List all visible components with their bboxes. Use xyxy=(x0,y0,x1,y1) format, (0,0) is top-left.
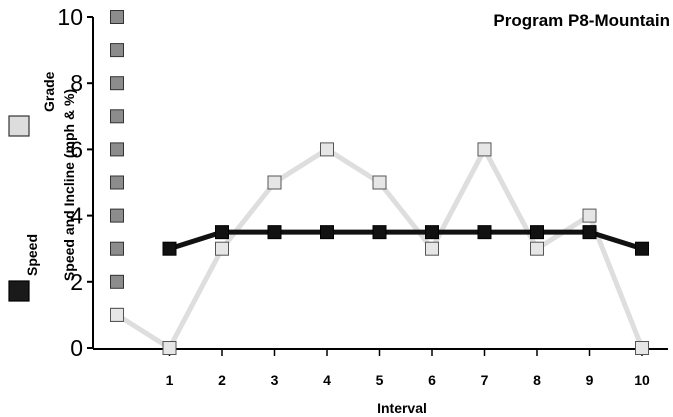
scale-marker xyxy=(110,10,124,24)
y-ticks: 0 2 4 6 8 10 xyxy=(57,4,93,361)
legend-label-grade: Grade xyxy=(41,71,57,112)
x-tick-label: 8 xyxy=(533,372,541,388)
x-axis-title: Interval xyxy=(377,400,427,416)
x-tick-label: 4 xyxy=(323,372,331,388)
data-point-grade xyxy=(320,142,334,157)
x-tick-label: 1 xyxy=(166,372,174,388)
scale-marker xyxy=(110,109,124,124)
data-point-speed xyxy=(267,225,282,240)
scale-marker xyxy=(110,142,124,157)
data-point-grade xyxy=(215,241,229,256)
axes xyxy=(92,17,668,350)
data-point-grade xyxy=(477,142,492,157)
data-point-grade xyxy=(372,175,387,190)
data-point-grade xyxy=(530,241,544,256)
x-tick-label: 2 xyxy=(218,372,226,388)
x-tick-label: 9 xyxy=(586,372,594,388)
scale-markers xyxy=(110,10,124,322)
data-point-speed xyxy=(582,225,597,240)
legend-label-speed: Speed xyxy=(24,234,40,276)
data-point-speed xyxy=(372,225,387,240)
scale-marker xyxy=(110,208,124,223)
data-point-grade xyxy=(425,241,439,256)
data-point-grade xyxy=(267,175,282,190)
data-point-speed xyxy=(425,225,439,240)
data-point-speed xyxy=(635,241,649,256)
data-point-grade xyxy=(635,341,649,355)
y-tick-label: 0 xyxy=(70,335,83,361)
legend-swatch-grade xyxy=(8,115,30,137)
scale-marker xyxy=(110,175,124,190)
scale-marker xyxy=(110,76,124,91)
series-line-speed xyxy=(168,229,643,252)
data-point-speed xyxy=(477,225,492,240)
data-point-grade xyxy=(582,208,597,223)
data-point-speed xyxy=(530,225,544,240)
x-tick-label: 7 xyxy=(481,372,489,388)
series-group xyxy=(110,142,649,355)
y-tick-label: 8 xyxy=(70,70,83,96)
x-ticks: 1 2 3 4 5 6 7 8 9 10 xyxy=(166,349,650,388)
legend-swatch-speed xyxy=(8,280,30,302)
y-tick-label: 4 xyxy=(70,203,83,229)
data-point-speed xyxy=(162,241,177,256)
scale-marker xyxy=(110,43,124,58)
y-tick-label: 6 xyxy=(70,136,83,162)
chart-title: Program P8-Mountain xyxy=(493,11,670,30)
scale-marker xyxy=(110,274,124,289)
data-point-grade xyxy=(162,341,177,355)
data-point-speed xyxy=(215,225,229,240)
data-point-grade xyxy=(110,307,124,322)
y-tick-label: 2 xyxy=(70,269,83,295)
x-tick-label: 6 xyxy=(428,372,436,388)
y-tick-label: 10 xyxy=(57,4,83,30)
x-tick-label: 3 xyxy=(271,372,279,388)
scale-marker xyxy=(110,241,124,256)
y-axis-title: Speed and Incline (mph & %) xyxy=(61,89,77,281)
y-axis-title-group: Speed and Incline (mph & %) xyxy=(61,89,77,281)
x-tick-label: 10 xyxy=(634,372,650,388)
data-point-speed xyxy=(320,225,334,240)
x-tick-label: 5 xyxy=(376,372,384,388)
legend: Grade Speed xyxy=(8,71,57,302)
